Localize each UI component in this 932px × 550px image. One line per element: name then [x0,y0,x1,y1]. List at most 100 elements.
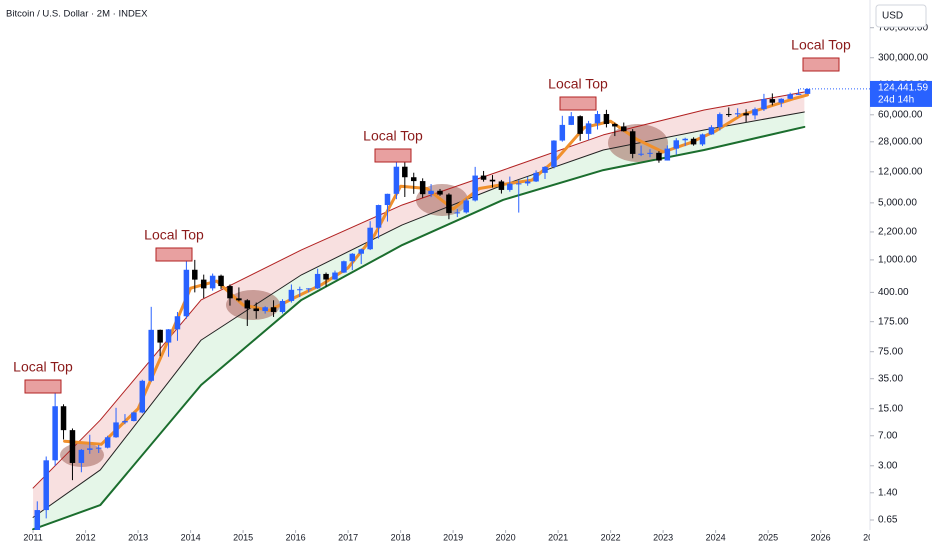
annotation-box [374,148,412,163]
candle-body [218,275,224,287]
candle-body [384,193,391,206]
candle-body [305,288,312,290]
candle-body [498,181,505,190]
candle-body [323,273,329,280]
candle-body [52,406,58,461]
candle-body [87,448,93,450]
candle-body [341,261,347,273]
annotation-box [802,57,840,72]
y-tick-label: 35.00 [878,373,903,384]
candle-body [34,510,41,530]
candle-body [446,194,452,214]
candle-body [297,289,303,291]
annotation: Local Top [363,128,423,144]
candle-body [664,148,671,161]
candle-body [507,183,513,190]
y-tick-label: 3.00 [878,460,898,471]
candle-body [734,113,741,115]
candle-body [227,286,233,299]
y-tick-label: 5,000.00 [878,197,917,208]
x-tick-label: 2023 [653,532,673,542]
candle-body [638,153,644,155]
candle-body [559,124,566,141]
x-tick-label: 2016 [286,532,306,542]
candles [34,88,811,530]
annotation: Local Top [548,76,608,92]
candle-body [533,172,539,182]
candle-body [60,406,67,431]
y-tick-label: 60,000.00 [878,109,923,120]
candle-body [472,175,478,201]
candle-body [515,183,522,185]
candle-body [236,298,242,301]
candle-body [795,93,802,95]
x-tick-label: 2013 [128,532,148,542]
candle-body [131,412,137,422]
candle-body [752,109,758,116]
candle-body [165,329,172,343]
candle-body [95,447,102,449]
y-tick-label: 300,000.00 [878,52,928,63]
bands [33,92,805,530]
candle-body [402,166,408,178]
candle-body [489,179,496,182]
candle-body [699,134,706,145]
annotations: Local Top Local Top Local Top Local Top Loca… [13,37,851,394]
x-tick-label: 2011 [23,532,42,542]
currency[interactable]: USD [882,11,903,22]
x-tick-label: 2014 [181,532,201,542]
x-tick-label: 2025 [758,532,778,542]
candle-body [726,114,732,116]
candle-body [673,140,680,149]
candle-body [104,437,111,448]
candle-body [375,205,382,228]
candle-body [209,275,216,289]
candle-body [761,99,767,110]
candle-body [769,99,776,103]
candle-body [743,113,749,116]
candle-body [69,430,76,463]
overlay-lines [32,91,810,530]
y-tick-label: 400.00 [878,287,909,298]
candle-body [78,449,85,463]
overlay-line [63,93,810,446]
candle-body [778,98,785,103]
annotation: Local Top [13,359,73,375]
candle-body [332,272,338,280]
currency-button[interactable] [875,4,927,28]
y-axis: 0.65 1.40 3.00 7.00 15.00 35.00 75.00 175.00 400… [870,22,928,526]
x-tick-label: 2012 [76,532,96,542]
x-tick-label: 2019 [443,532,463,542]
annotation: Local Top [144,227,204,243]
candle-body [682,138,688,141]
x-tick-label: 2026 [811,532,831,542]
y-tick-label: 75.00 [878,346,903,357]
candle-body [708,127,715,135]
candle-body [139,380,146,413]
y-tick-label: 15.00 [878,403,903,414]
candle-body [454,212,461,214]
candle-body [551,140,557,167]
candle-body [594,114,601,124]
candle-body [629,131,636,154]
y-tick-label: 7.00 [878,430,898,441]
candle-body [288,289,295,301]
candle-body [787,94,793,99]
x-tick-label: 2018 [391,532,411,542]
candle-body [157,329,163,343]
x-tick-label: 2017 [338,532,358,542]
y-tick-label: 1.40 [878,487,898,498]
candle-body [393,166,400,194]
candle-body [542,166,548,173]
x-tick-label: 2015 [233,532,253,542]
x-tick-label: 2020 [496,532,516,542]
overlay-line [32,91,805,489]
plot-area: Local Top Local Top Local Top Local Top Loca… [13,37,851,530]
candle-body [577,116,583,134]
candle-body [183,269,190,317]
band-fill [33,111,805,530]
chart-title: Bitcoin / U.S. Dollar · 2M · INDEX [6,9,148,20]
candle-body [804,88,811,94]
